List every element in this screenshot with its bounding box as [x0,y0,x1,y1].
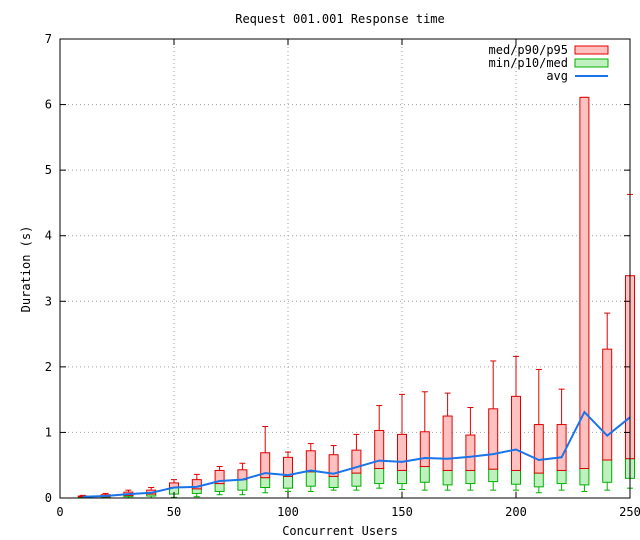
y-tick-label: 3 [45,294,52,308]
lower-box [465,469,476,485]
lower-box [214,483,225,492]
upper-box [579,96,590,469]
legend-label: avg [546,69,568,83]
x-tick-label: 200 [505,505,527,519]
y-tick-label: 7 [45,32,52,46]
upper-box [191,479,202,490]
avg-line [82,410,631,498]
upper-box [556,424,567,471]
avg-series [82,410,631,498]
lower-box [579,467,590,486]
x-tick-label: 100 [277,505,299,519]
box-group [419,391,430,491]
x-tick-label: 50 [167,505,181,519]
lower-box [260,477,271,489]
box-group [283,451,293,492]
x-tick-label: 150 [391,505,413,519]
legend-swatch-lower [574,58,609,68]
legend-label: min/p10/med [489,56,568,70]
upper-box [442,415,453,471]
upper-box [397,433,407,471]
y-axis-label: Duration (s) [19,226,33,313]
legend-label: med/p90/p95 [489,43,568,57]
box-group [465,407,476,491]
y-tick-label: 5 [45,163,52,177]
lower-box [511,469,521,485]
box-group [602,312,613,491]
lower-box [191,488,202,494]
lower-box [237,479,248,491]
upper-box [260,452,271,479]
upper-box [214,469,225,485]
upper-box [283,456,293,477]
lower-box [419,466,430,483]
lower-box [488,468,499,483]
box-group [556,388,567,491]
upper-box [328,454,339,477]
legend-swatch-upper [574,45,609,55]
box-group [305,443,316,492]
upper-box [488,408,499,470]
lower-box [351,472,362,487]
box-group [511,355,521,491]
box-group [351,433,362,491]
upper-box [374,429,385,469]
box-group [397,393,407,490]
plot-frame [59,38,631,499]
upper-box [305,450,316,473]
lower-box [442,469,453,486]
box-group [579,96,590,492]
lower-box [533,472,544,488]
lower-box [283,475,293,489]
upper-box [465,434,476,471]
lower-box [397,469,407,485]
y-tick-label: 0 [45,491,52,505]
box-group [328,445,339,491]
box-group [442,392,453,491]
axis-ticks: 0 1 2 3 4 5 6 7 0 50 100 150 200 250 [45,32,640,519]
upper-box [602,348,613,461]
lower-box [556,469,567,485]
chart-title: Request 001.001 Response time [235,12,445,26]
lower-box [602,459,613,483]
box-group [488,360,499,491]
box-group [533,368,544,494]
upper-box [511,395,521,471]
box-series [77,96,635,499]
y-tick-label: 1 [45,425,52,439]
x-tick-label: 250 [619,505,640,519]
y-tick-label: 6 [45,98,52,112]
lower-box [328,475,339,489]
box-group [214,466,225,496]
upper-box [533,424,544,474]
box-group [374,405,385,489]
box-group [260,426,271,494]
grid [60,39,630,498]
upper-box [419,431,430,468]
y-tick-label: 4 [45,229,52,243]
box-group [191,473,202,498]
lower-box [374,467,385,485]
upper-box [351,449,362,474]
x-axis-label: Concurrent Users [282,524,398,538]
lower-box [305,471,316,487]
y-tick-label: 2 [45,360,52,374]
x-tick-label: 0 [56,505,63,519]
